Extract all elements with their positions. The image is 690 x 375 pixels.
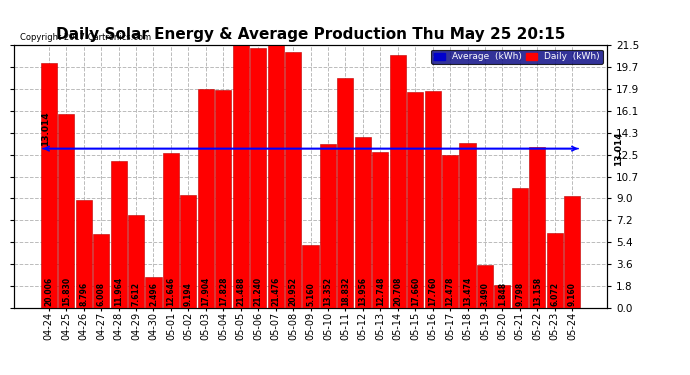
Bar — [512, 188, 528, 308]
Bar — [495, 285, 511, 308]
Bar — [320, 144, 336, 308]
Bar — [163, 153, 179, 308]
Text: 20.006: 20.006 — [44, 276, 53, 306]
Bar — [93, 234, 109, 308]
Text: 20.708: 20.708 — [393, 276, 402, 306]
Text: 5.160: 5.160 — [306, 282, 315, 306]
Bar — [302, 244, 319, 308]
Text: 12.748: 12.748 — [376, 276, 385, 306]
Text: 8.796: 8.796 — [79, 282, 88, 306]
Text: 17.660: 17.660 — [411, 276, 420, 306]
Bar — [355, 137, 371, 308]
Text: 13.956: 13.956 — [358, 277, 367, 306]
Text: 3.490: 3.490 — [480, 282, 489, 306]
Bar — [41, 63, 57, 308]
Bar — [424, 91, 441, 308]
Bar — [58, 114, 75, 308]
Text: 9.194: 9.194 — [184, 282, 193, 306]
Text: 18.832: 18.832 — [341, 276, 350, 306]
Bar — [110, 161, 126, 308]
Text: 13.014: 13.014 — [41, 111, 50, 146]
Text: 9.798: 9.798 — [515, 282, 524, 306]
Bar — [198, 89, 214, 308]
Legend: Average  (kWh), Daily  (kWh): Average (kWh), Daily (kWh) — [431, 50, 602, 64]
Bar — [546, 233, 563, 308]
Bar — [233, 45, 248, 308]
Bar — [407, 92, 423, 308]
Text: 17.904: 17.904 — [201, 276, 210, 306]
Text: 12.478: 12.478 — [446, 276, 455, 306]
Text: 9.160: 9.160 — [568, 282, 577, 306]
Text: 7.612: 7.612 — [132, 282, 141, 306]
Bar — [529, 147, 545, 308]
Bar — [215, 90, 231, 308]
Bar — [250, 48, 266, 308]
Bar — [337, 78, 353, 308]
Bar — [390, 55, 406, 308]
Text: 1.848: 1.848 — [498, 282, 507, 306]
Bar — [268, 45, 284, 308]
Text: 2.496: 2.496 — [149, 282, 158, 306]
Text: 12.646: 12.646 — [166, 276, 175, 306]
Bar — [128, 214, 144, 308]
Text: 21.476: 21.476 — [271, 276, 280, 306]
Bar — [373, 152, 388, 308]
Bar — [477, 265, 493, 308]
Text: 17.828: 17.828 — [219, 276, 228, 306]
Text: 15.830: 15.830 — [61, 276, 71, 306]
Text: 13.352: 13.352 — [324, 277, 333, 306]
Text: 6.008: 6.008 — [97, 282, 106, 306]
Bar — [285, 52, 301, 308]
Text: 21.240: 21.240 — [254, 276, 263, 306]
Bar — [146, 277, 161, 308]
Title: Daily Solar Energy & Average Production Thu May 25 20:15: Daily Solar Energy & Average Production … — [56, 27, 565, 42]
Text: 13.158: 13.158 — [533, 276, 542, 306]
Text: 6.072: 6.072 — [550, 282, 560, 306]
Text: 13.014: 13.014 — [614, 131, 623, 166]
Bar — [442, 155, 458, 308]
Text: 17.760: 17.760 — [428, 276, 437, 306]
Text: 11.964: 11.964 — [114, 276, 123, 306]
Bar — [76, 200, 92, 308]
Text: Copyright 2017 Cartronics.com: Copyright 2017 Cartronics.com — [20, 33, 151, 42]
Text: 20.952: 20.952 — [288, 277, 297, 306]
Bar — [460, 143, 475, 308]
Bar — [564, 196, 580, 308]
Text: 21.488: 21.488 — [236, 276, 245, 306]
Bar — [180, 195, 197, 308]
Text: 13.474: 13.474 — [463, 276, 472, 306]
